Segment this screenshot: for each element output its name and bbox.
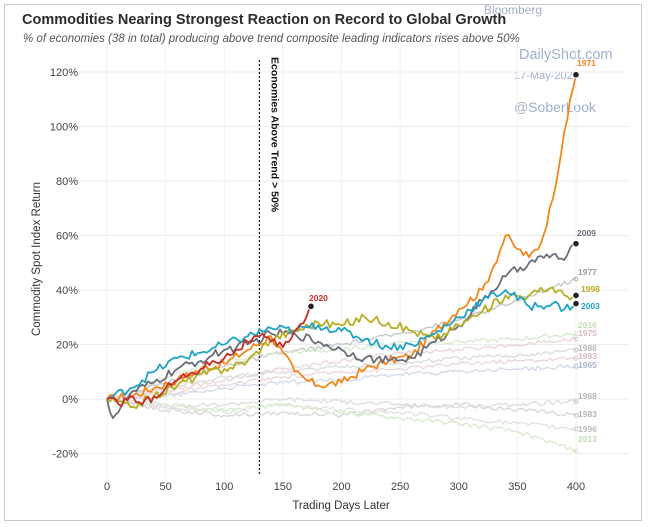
highlighted-series bbox=[106, 74, 577, 419]
series-2009-label: 2009 bbox=[577, 228, 596, 238]
x-tick-label: 150 bbox=[274, 481, 292, 493]
series-1977-end-marker bbox=[573, 276, 579, 282]
chart-subtitle: % of economies (38 in total) producing a… bbox=[23, 33, 520, 45]
series-1993-end-marker bbox=[573, 355, 579, 361]
series-1998-end-marker bbox=[572, 291, 580, 300]
x-tick-label: 400 bbox=[567, 481, 585, 493]
y-axis-label: Commodity Spot Index Return bbox=[31, 182, 43, 336]
series-1965-line bbox=[106, 364, 577, 402]
series-1996-label: 1996 bbox=[578, 424, 597, 434]
series-1965-label: 1965 bbox=[578, 360, 597, 370]
y-tick-label: 100% bbox=[50, 122, 78, 134]
x-tick-label: 0 bbox=[104, 481, 110, 493]
y-axis-ticks: -20% 0% 20% 40% 60% 80% 100% 120% bbox=[50, 67, 78, 461]
x-tick-label: 200 bbox=[332, 481, 350, 493]
series-1986-end-marker bbox=[573, 347, 579, 353]
y-tick-label: 40% bbox=[56, 285, 78, 297]
series-2009-line bbox=[106, 242, 577, 419]
grid-lines bbox=[70, 45, 628, 478]
series-2016-end-marker bbox=[573, 331, 579, 337]
series-1998-line bbox=[106, 286, 577, 410]
series-1971-end-marker bbox=[572, 70, 580, 79]
series-1986-label: 1986 bbox=[578, 343, 597, 353]
watermark-site: DailyShot.com bbox=[519, 47, 613, 63]
series-2016-label: 2016 bbox=[578, 320, 597, 330]
threshold-annotation: Economies Above Trend > 50% bbox=[268, 57, 280, 213]
series-1971-label: 1971 bbox=[577, 58, 596, 68]
series-1983-line bbox=[106, 397, 577, 418]
series-1983-label: 1983 bbox=[578, 409, 597, 419]
watermark-source: Bloomberg bbox=[484, 3, 543, 17]
series-1977-label: 1977 bbox=[578, 267, 597, 277]
x-axis-ticks: 0 50 100 150 200 250 300 350 400 bbox=[104, 481, 585, 493]
series-2020-line bbox=[106, 305, 312, 408]
series-1975-line bbox=[106, 336, 577, 400]
series-1993-line bbox=[106, 356, 577, 400]
y-tick-label: 80% bbox=[56, 176, 78, 188]
y-tick-label: -20% bbox=[52, 449, 78, 461]
series-2009-end-marker bbox=[572, 239, 580, 248]
series-1968-label: 1968 bbox=[578, 391, 597, 401]
series-1965-end-marker bbox=[573, 363, 579, 369]
y-tick-label: 120% bbox=[50, 67, 78, 79]
y-tick-label: 0% bbox=[62, 394, 78, 406]
series-1996-end-marker bbox=[573, 426, 579, 432]
background-series bbox=[106, 277, 577, 452]
series-2013-label: 2013 bbox=[578, 434, 597, 444]
x-tick-label: 300 bbox=[450, 481, 468, 493]
x-tick-label: 350 bbox=[508, 481, 526, 493]
series-1983-end-marker bbox=[573, 412, 579, 418]
series-2003-label: 2003 bbox=[581, 301, 600, 311]
x-tick-label: 100 bbox=[215, 481, 233, 493]
watermark-handle: @SoberLook bbox=[514, 99, 596, 115]
series-2020-end-marker bbox=[307, 302, 315, 311]
x-tick-label: 250 bbox=[391, 481, 409, 493]
chart-title: Commodities Nearing Strongest Reaction o… bbox=[22, 12, 507, 28]
series-2013-line bbox=[106, 396, 577, 452]
series-1986-line bbox=[106, 348, 577, 400]
series-1975-label: 1975 bbox=[578, 328, 597, 338]
series-1968-end-marker bbox=[573, 399, 579, 405]
series-1993-label: 1993 bbox=[578, 351, 597, 361]
series-1998-label: 1998 bbox=[581, 284, 600, 294]
series-1996-line bbox=[106, 397, 577, 431]
series-1975-end-marker bbox=[573, 336, 579, 342]
series-2020-label: 2020 bbox=[309, 293, 328, 303]
series-2003-end-marker bbox=[572, 299, 580, 308]
y-tick-label: 60% bbox=[56, 231, 78, 243]
x-tick-label: 50 bbox=[160, 481, 172, 493]
series-2013-end-marker bbox=[573, 448, 579, 454]
watermark-date: 17-May-202 bbox=[514, 70, 573, 82]
x-axis-label: Trading Days Later bbox=[292, 500, 390, 512]
series-1968-line bbox=[106, 397, 577, 410]
y-tick-label: 20% bbox=[56, 340, 78, 352]
series-2003-line bbox=[106, 289, 577, 400]
